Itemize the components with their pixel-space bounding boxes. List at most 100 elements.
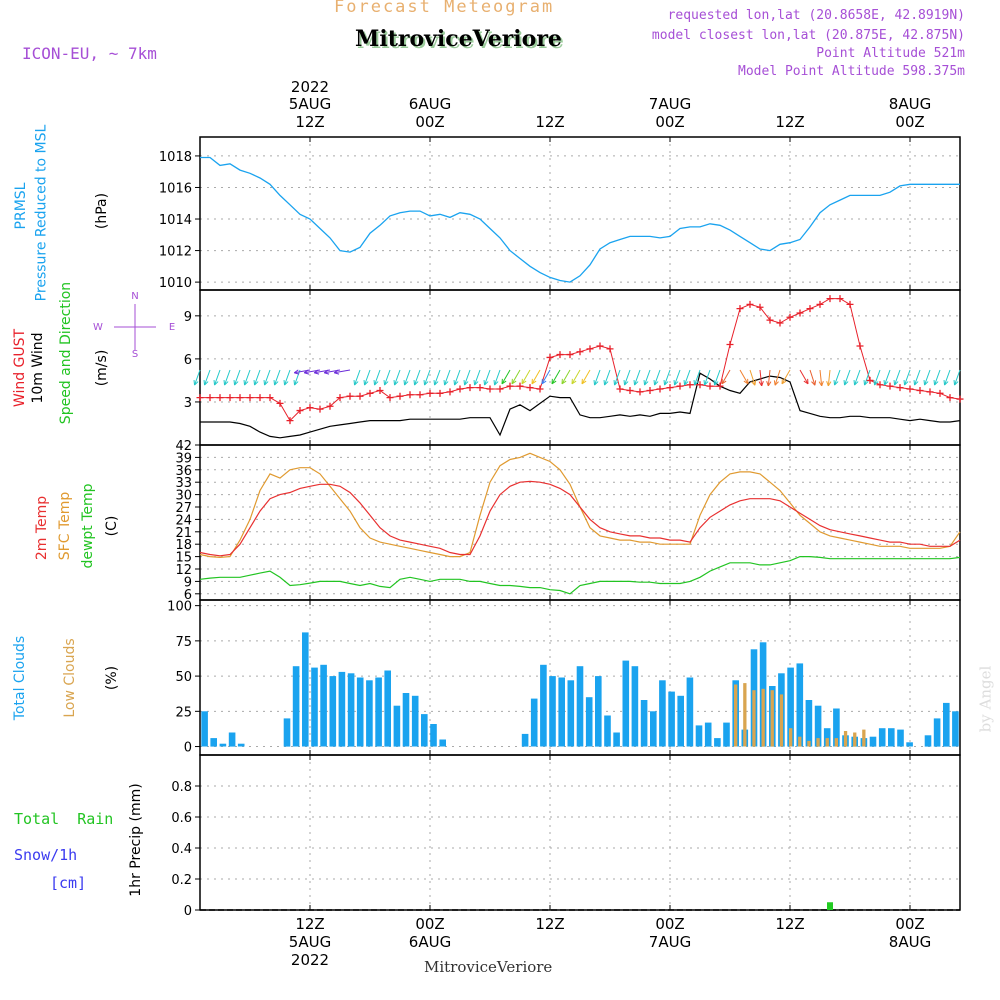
dewpoint-line [199, 556, 961, 595]
wind-direction-arrow [254, 369, 261, 386]
total-cloud-bar [311, 667, 318, 747]
gust-marker [956, 395, 964, 403]
wind-arrow-head [613, 380, 619, 386]
wind-compass-rose: N S W E [93, 291, 175, 360]
gust-marker [846, 300, 854, 308]
wind-direction-arrow [854, 369, 861, 386]
compass-s: S [132, 349, 138, 360]
chart-top-title: Forecast Meteogram [334, 0, 555, 17]
y-tick-label: 30 [175, 489, 192, 504]
total-cloud-bar [283, 718, 291, 747]
total-cloud-bar [549, 676, 556, 747]
low-cloud-bar [770, 690, 774, 747]
gust-marker [536, 385, 544, 393]
wind-arrow-head [803, 378, 809, 385]
y-tick-label: 0.6 [171, 811, 192, 826]
low-cloud-bar [807, 740, 811, 747]
total-label: Total [14, 810, 60, 828]
gust-marker [426, 389, 434, 397]
y-tick-label: 1016 [159, 181, 192, 196]
wind-arrow-head [473, 380, 479, 386]
wind-arrow-head [403, 380, 409, 386]
wind-direction-arrow [809, 369, 816, 386]
rain-label: Rain [77, 810, 114, 828]
wind-arrow-head [541, 378, 547, 385]
wind-direction-arrow [214, 369, 221, 386]
sfc-temp-line [199, 452, 961, 559]
wind-direction-arrow [264, 369, 271, 386]
total-cloud-bar [952, 711, 959, 747]
gust-marker [236, 394, 244, 402]
total-cloud-bar [375, 677, 382, 747]
wind-arrow-head [283, 380, 289, 386]
wind-direction-arrow [934, 369, 941, 386]
total-cloud-bar [686, 677, 694, 747]
low-cloud-bar [862, 729, 866, 747]
wind-direction-arrow [767, 369, 771, 386]
footer-station: MitroviceVeriore [424, 958, 553, 976]
total-cloud-bar [833, 708, 840, 747]
total-cloud-bar [814, 705, 822, 747]
gust-marker [366, 389, 374, 397]
bottom-date-label: 5AUG [289, 933, 331, 951]
y-tick-label: 0 [184, 904, 192, 919]
wind-arrow-head [383, 380, 389, 386]
gust-marker [406, 391, 414, 399]
y-tick-label: 100 [167, 600, 192, 615]
y-tick-label: 42 [175, 439, 192, 454]
bottom-hour-label: 12Z [775, 915, 804, 933]
wind-arrow-head [953, 380, 959, 386]
total-cloud-bar [723, 722, 730, 747]
gust-marker [326, 402, 334, 410]
top-year-label: 2022 [291, 78, 329, 96]
wind-arrow-head [663, 380, 669, 386]
total-cloud-bar [906, 742, 913, 747]
wind-direction-arrow [284, 369, 291, 386]
wind-direction-arrow [531, 369, 541, 385]
gust-marker [266, 394, 274, 402]
wind-arrow-head [758, 381, 764, 387]
gust-marker [506, 382, 514, 390]
wind-direction-arrow [521, 369, 531, 385]
low-cloud-bar [853, 732, 857, 747]
wind-direction-arrow [759, 369, 763, 386]
total-cloud-bar [631, 666, 639, 747]
total-cloud-bar [668, 691, 675, 747]
gust-marker [836, 295, 844, 303]
wind-arrow-head [623, 380, 629, 386]
y-tick-label: 9 [184, 575, 192, 590]
total-cloud-bar [704, 722, 712, 747]
low-cloud-bar [789, 728, 793, 747]
wind-direction-arrow [571, 369, 581, 385]
wind-arrow-head [773, 380, 779, 386]
wind-direction-arrow [274, 369, 281, 386]
y-tick-label: 1012 [159, 245, 192, 260]
wind-arrow-head [833, 380, 839, 386]
gust-marker [356, 392, 364, 400]
y-tick-label: 1010 [159, 276, 192, 291]
gust-marker [286, 417, 294, 425]
total-cloud-bar [604, 715, 611, 747]
total-cloud-bar [302, 632, 309, 747]
wind-arrow-head [703, 380, 709, 386]
wind-direction-arrow [834, 369, 841, 386]
y-tick-label: 6 [184, 353, 192, 368]
wind-arrow-head [501, 378, 507, 385]
wind-arrow-head [826, 381, 832, 387]
gust-marker [686, 381, 694, 389]
gust-marker [716, 382, 724, 390]
top-date-label: 7AUG [649, 95, 691, 113]
wind-arrow-head [903, 380, 909, 386]
wind-arrow-head [233, 380, 239, 386]
gust-marker [706, 382, 714, 390]
total-cloud-bar [356, 677, 364, 747]
compass-w: W [93, 322, 103, 333]
wind-arrow-head [743, 378, 749, 385]
model-point-altitude: Model Point Altitude 598.375m [738, 64, 965, 79]
total-cloud-bar [878, 728, 886, 747]
wind-direction-arrow [664, 369, 671, 386]
total-cloud-bar [659, 680, 666, 747]
total-cloud-bar [933, 718, 941, 747]
y-tick-label: 0 [184, 741, 192, 756]
